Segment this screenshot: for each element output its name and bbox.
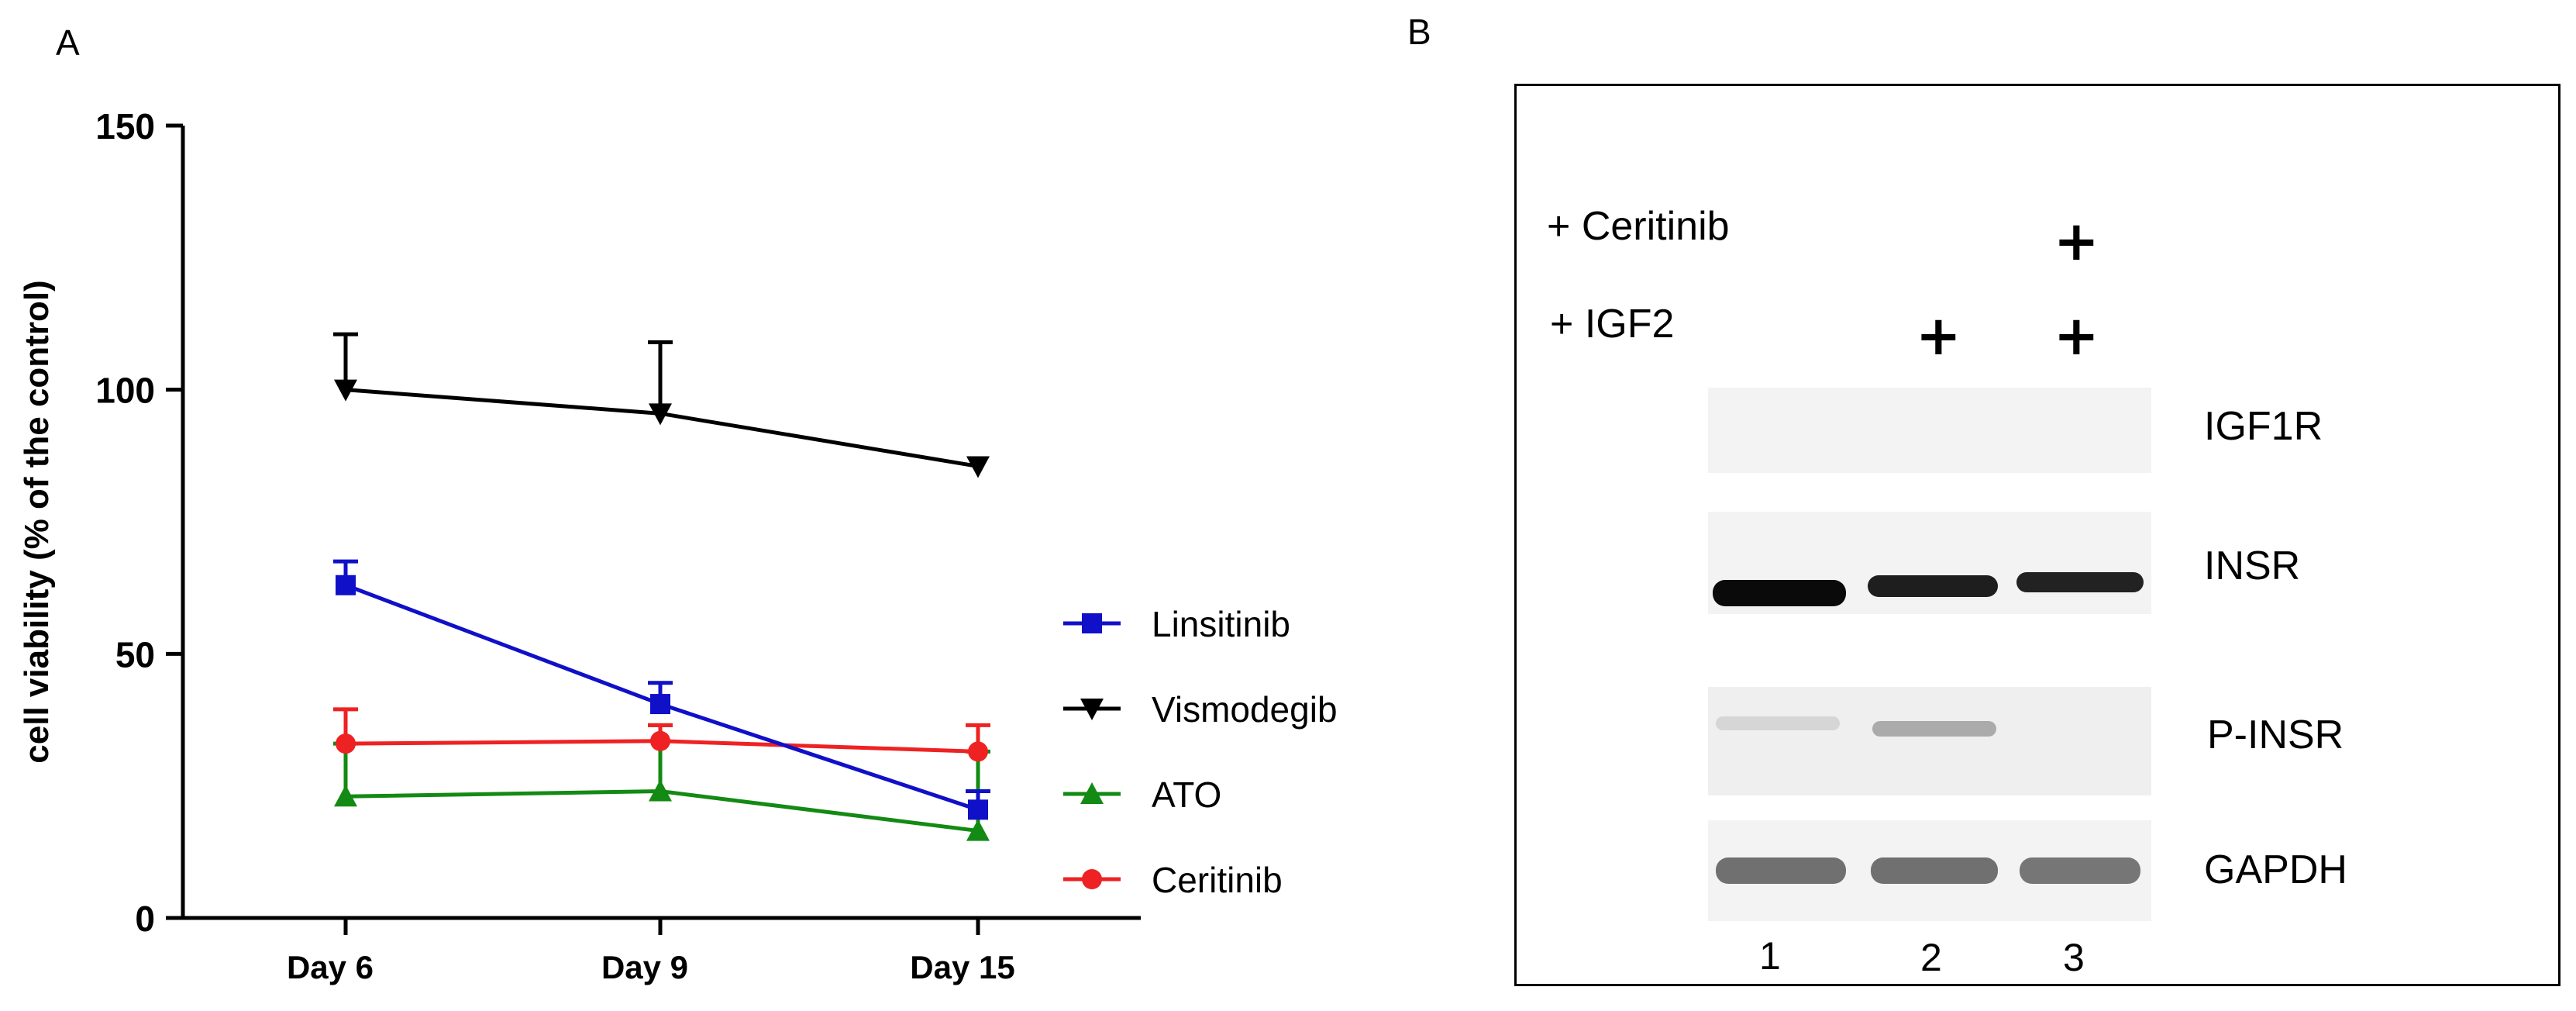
plus-ceritinib-lane-3: +: [2054, 209, 2099, 273]
panel-label-a: A: [56, 22, 80, 63]
band-gapdh-lane-1: [1716, 857, 1846, 884]
plus-igf2-lane-3: +: [2054, 304, 2099, 367]
series-vismodegib: [333, 332, 990, 478]
legend-label-vismodegib: Vismodegib: [1152, 689, 1338, 730]
data-point-ato: [334, 785, 357, 807]
legend: Linsitinib Vismodegib ATO Ceritinib: [1063, 604, 1338, 900]
data-point-ceritinib: [336, 733, 356, 754]
y-tick-label: 50: [115, 634, 155, 675]
line-chart: 0 50 100 150 Day 6 Day 9 Day 15 cell viability …: [18, 106, 1338, 985]
band-p-insr-lane-2: [1872, 721, 1996, 737]
series-linsitinib: [333, 559, 990, 820]
band-label-gapdh: GAPDH: [2204, 847, 2347, 892]
lane-number-3: 3: [2063, 936, 2085, 979]
band-p-insr-lane-1: [1716, 716, 1840, 730]
series-ceritinib: [333, 707, 990, 762]
band-label-p-insr: P-INSR: [2207, 713, 2344, 757]
y-tick-label: 100: [95, 371, 155, 411]
data-point-linsitinib: [968, 799, 988, 820]
data-point-vismodegib: [649, 403, 672, 426]
data-point-ceritinib: [650, 730, 670, 751]
data-point-linsitinib: [650, 694, 670, 715]
band-label-igf1r: IGF1R: [2204, 404, 2323, 449]
blot-strip-p-insr: [1708, 687, 2151, 795]
legend-marker-ato: [1080, 782, 1104, 804]
blot-strip-igf1r: [1708, 388, 2151, 473]
x-tick-label: Day 6: [287, 949, 374, 985]
band-insr-lane-1: [1713, 580, 1846, 606]
lane-number-2: 2: [1920, 936, 1942, 979]
panel-label-b: B: [1407, 12, 1431, 52]
data-point-ato: [966, 819, 990, 841]
y-tick-label: 150: [95, 106, 155, 147]
y-tick-label: 0: [135, 899, 155, 939]
lane-number-1: 1: [1759, 934, 1781, 978]
x-tick-label: Day 15: [910, 949, 1014, 985]
legend-label-ceritinib: Ceritinib: [1152, 860, 1283, 900]
legend-label-linsitinib: Linsitinib: [1152, 604, 1290, 644]
y-axis-title: cell viability (% of the control): [18, 280, 56, 763]
band-gapdh-lane-2: [1871, 857, 1998, 884]
treatment-label-igf2: + IGF2: [1550, 302, 1675, 347]
band-gapdh-lane-3: [2020, 857, 2140, 884]
data-point-ceritinib: [968, 741, 988, 762]
plus-igf2-lane-2: +: [1916, 304, 1961, 367]
band-insr-lane-2: [1868, 575, 1998, 597]
band-insr-lane-3: [2016, 572, 2144, 592]
legend-marker-vismodegib: [1080, 699, 1104, 720]
legend-marker-ceritinib: [1082, 869, 1102, 889]
data-point-linsitinib: [336, 575, 356, 595]
data-point-ato: [649, 779, 672, 802]
data-point-vismodegib: [966, 456, 990, 478]
data-point-vismodegib: [334, 379, 357, 402]
legend-marker-linsitinib: [1082, 613, 1102, 633]
treatment-label-ceritinib: + Ceritinib: [1547, 204, 1730, 249]
legend-label-ato: ATO: [1152, 775, 1221, 815]
band-label-insr: INSR: [2204, 543, 2301, 588]
x-tick-label: Day 9: [601, 949, 688, 985]
